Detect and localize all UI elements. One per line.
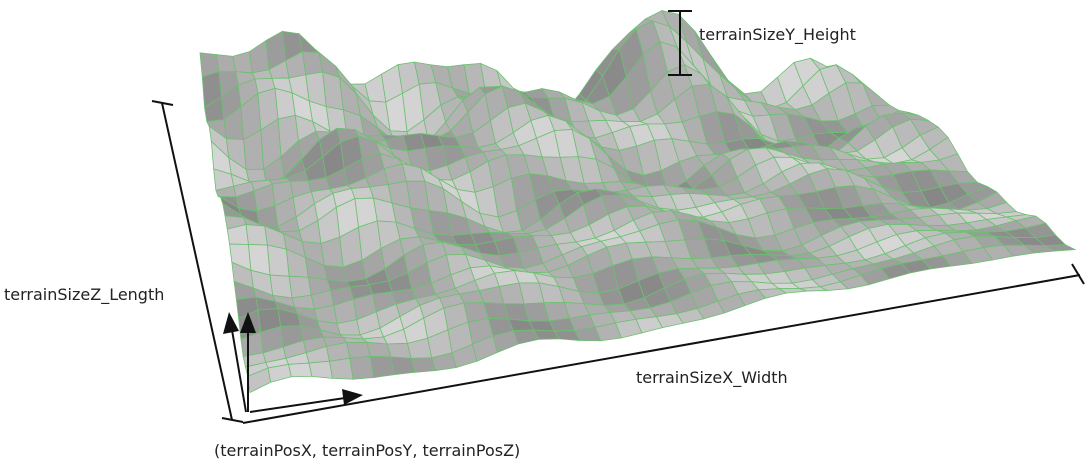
terrain-cell — [267, 245, 289, 276]
terrain-diagram: terrainSizeY_Height terrainSizeZ_Length … — [0, 0, 1086, 467]
terrain-cell — [250, 41, 270, 73]
terrain-cell — [246, 225, 267, 245]
terrain-cell — [347, 342, 371, 358]
terrain-mesh — [200, 11, 1075, 393]
terrain-cell — [270, 275, 292, 298]
terrain-cell — [309, 361, 332, 378]
terrain-cell — [329, 358, 353, 379]
terrain-cell — [289, 363, 312, 377]
terrain-cell — [289, 276, 311, 298]
terrain-cell — [233, 52, 252, 73]
terrain-cell — [370, 356, 394, 377]
terrain-cell — [268, 364, 291, 382]
terrain-cell — [350, 356, 374, 379]
length-label: terrainSizeZ_Length — [4, 285, 164, 305]
height-label: terrainSizeY_Height — [699, 25, 856, 45]
origin-label: (terrainPosX, terrainPosY, terrainPosZ) — [214, 441, 520, 460]
width-label: terrainSizeX_Width — [636, 368, 788, 388]
